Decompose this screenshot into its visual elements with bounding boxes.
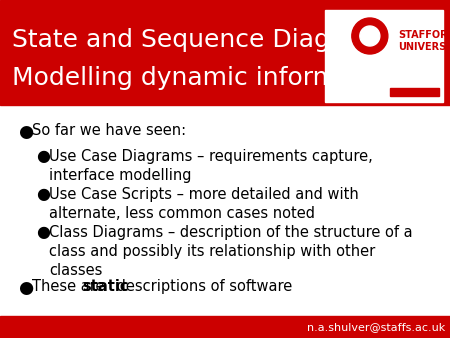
Text: ●: ● [36,225,50,240]
Text: STAFFORDSHIRE
UNIVERSITY: STAFFORDSHIRE UNIVERSITY [398,30,450,52]
Text: Modelling dynamic information: Modelling dynamic information [12,66,400,90]
Text: ●: ● [18,123,33,141]
Text: State and Sequence Diagrams: State and Sequence Diagrams [12,28,393,52]
Bar [325,10,443,102]
Bar [390,88,440,96]
Bar [0,0,450,105]
Text: ●: ● [36,187,50,202]
Bar [0,316,450,338]
Text: Use Case Diagrams – requirements capture,
interface modelling: Use Case Diagrams – requirements capture… [49,149,373,183]
Text: descriptions of software: descriptions of software [112,279,292,294]
Text: Class Diagrams – description of the structure of a
class and possibly its relati: Class Diagrams – description of the stru… [49,225,413,279]
Text: So far we have seen:: So far we have seen: [32,123,186,138]
Circle shape [360,26,380,46]
Text: ●: ● [36,149,50,164]
Text: Use Case Scripts – more detailed and with
alternate, less common cases noted: Use Case Scripts – more detailed and wit… [49,187,359,221]
Text: ●: ● [18,279,33,297]
Text: These are: These are [32,279,109,294]
Circle shape [352,18,388,54]
Text: static: static [82,279,129,294]
Text: n.a.shulver@staffs.ac.uk: n.a.shulver@staffs.ac.uk [307,322,445,332]
